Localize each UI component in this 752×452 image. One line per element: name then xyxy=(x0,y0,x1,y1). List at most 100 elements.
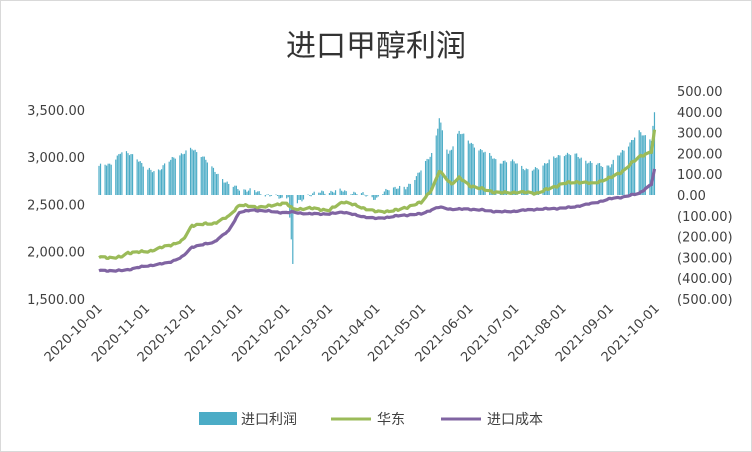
profit-bar xyxy=(576,153,578,195)
profit-bar xyxy=(591,162,593,195)
profit-bar xyxy=(574,153,576,195)
profit-bar xyxy=(438,118,440,195)
profit-bar xyxy=(504,160,506,195)
right-tick-label: (300.00) xyxy=(677,251,733,266)
profit-bar xyxy=(214,171,216,195)
profit-bar xyxy=(356,194,358,195)
profit-bar xyxy=(568,154,570,195)
profit-bar xyxy=(324,193,326,195)
profit-bar xyxy=(499,163,501,195)
profit-bar xyxy=(148,167,150,195)
profit-bar xyxy=(608,165,610,195)
profit-bar xyxy=(478,150,480,195)
profit-bar xyxy=(418,172,421,195)
profit-bar xyxy=(173,157,175,195)
profit-bar xyxy=(353,191,355,195)
profit-bar xyxy=(222,179,224,195)
profit-bar xyxy=(542,165,544,195)
profit-bar xyxy=(193,150,195,195)
profit-bar xyxy=(308,195,311,196)
profit-bar xyxy=(179,155,181,195)
profit-bar xyxy=(629,142,631,195)
right-tick-label: (200.00) xyxy=(677,231,733,246)
profit-bar xyxy=(159,170,161,195)
profit-bar xyxy=(217,173,219,195)
profit-bar xyxy=(554,158,556,195)
profit-bar xyxy=(267,194,269,195)
profit-bar xyxy=(495,159,497,195)
profit-bar xyxy=(426,158,428,195)
left-tick-label: 3,000.00 xyxy=(27,151,85,166)
profit-bar xyxy=(142,166,144,195)
profit-bar xyxy=(481,150,483,195)
profit-bar xyxy=(482,152,485,195)
profit-bar xyxy=(351,194,353,195)
profit-bar xyxy=(330,190,332,195)
profit-bar xyxy=(196,152,198,195)
profit-bar xyxy=(189,147,192,195)
profit-bar xyxy=(479,149,482,195)
profit-bar xyxy=(589,161,591,195)
profit-bar xyxy=(440,122,442,195)
profit-bar xyxy=(125,151,128,195)
profit-bar xyxy=(339,188,341,195)
profit-bar xyxy=(307,194,309,195)
profit-bar xyxy=(489,152,491,195)
profit-bar xyxy=(649,139,651,195)
profit-bar xyxy=(116,155,118,195)
profit-bar xyxy=(557,155,559,195)
profit-bar xyxy=(405,189,407,195)
profit-bar xyxy=(446,149,448,195)
profit-bar xyxy=(269,195,271,197)
profit-bar xyxy=(525,168,527,195)
profit-bar xyxy=(623,150,625,195)
profit-bar xyxy=(182,154,184,195)
profit-bar xyxy=(260,194,262,195)
left-tick-label: 2,000.00 xyxy=(27,246,85,261)
profit-bar xyxy=(249,188,251,195)
profit-bar xyxy=(579,158,581,195)
profit-bar xyxy=(371,195,373,198)
profit-bar xyxy=(533,169,535,195)
profit-bar xyxy=(360,193,363,195)
profit-bar xyxy=(470,142,472,195)
profit-bar xyxy=(226,181,228,195)
profit-bar xyxy=(341,190,343,195)
profit-bar xyxy=(298,195,300,200)
profit-bar xyxy=(383,191,385,195)
profit-bar xyxy=(510,161,512,195)
profit-bar xyxy=(522,168,524,195)
profit-bar xyxy=(408,183,410,195)
profit-bar xyxy=(597,163,599,195)
profit-bar xyxy=(106,165,108,195)
profit-bar xyxy=(644,135,646,195)
profit-bar xyxy=(650,140,653,195)
profit-bar xyxy=(313,191,315,195)
profit-bar xyxy=(395,188,398,195)
profit-bar xyxy=(243,189,245,195)
profit-bar xyxy=(556,157,558,195)
profit-bar xyxy=(640,132,642,195)
profit-bar xyxy=(566,152,569,195)
profit-bar xyxy=(254,190,256,195)
profit-bar xyxy=(385,188,387,195)
profit-bar xyxy=(232,186,234,195)
profit-bar xyxy=(493,158,495,195)
profit-bar xyxy=(153,171,155,195)
profit-bar xyxy=(168,161,170,195)
profit-bar xyxy=(223,182,225,195)
legend-label-profit: 进口利润 xyxy=(241,412,297,428)
profit-bar xyxy=(246,191,248,195)
profit-bar xyxy=(366,195,369,196)
profit-bar xyxy=(110,164,112,195)
profit-bar xyxy=(164,163,166,195)
profit-bar xyxy=(151,172,154,195)
profit-bar xyxy=(548,159,550,195)
legend: 进口利润 华东 进口成本 xyxy=(199,412,543,428)
left-tick-label: 3,500.00 xyxy=(27,104,85,119)
profit-bar xyxy=(266,194,268,196)
profit-bar xyxy=(258,191,260,195)
profit-bar xyxy=(429,156,431,195)
profit-bar xyxy=(611,164,613,195)
profit-bar xyxy=(403,186,405,195)
